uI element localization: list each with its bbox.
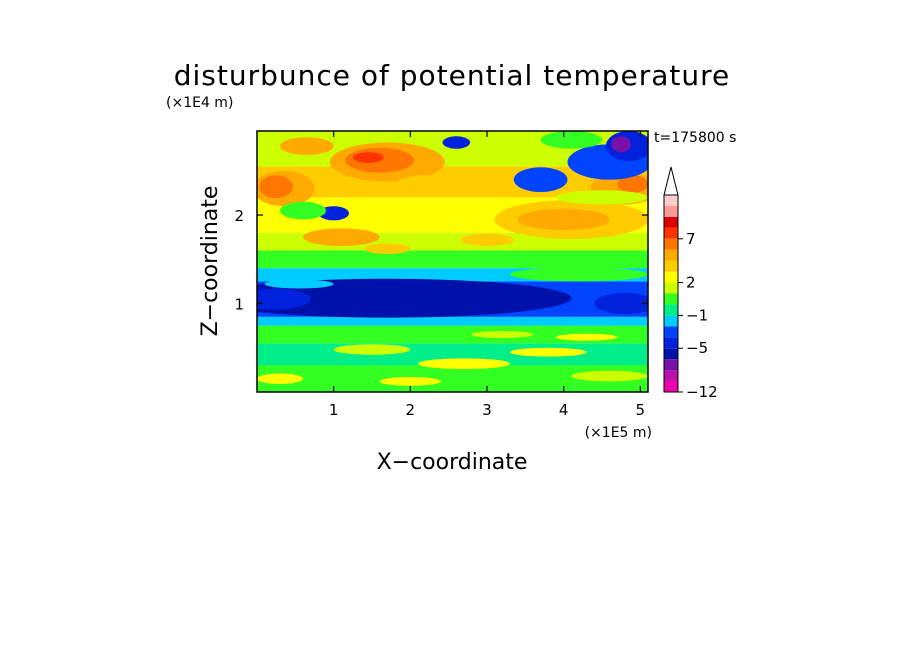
- y-tick-label: 1: [234, 296, 244, 314]
- colorbar-frame: [663, 194, 679, 393]
- y-axis-ticks: 12: [234, 207, 648, 314]
- contour-region-29: [442, 136, 471, 149]
- plot-frame: [256, 130, 649, 393]
- contour-region-23: [280, 137, 334, 155]
- colorbar-box-3: [664, 348, 678, 360]
- contour-region-30: [280, 201, 326, 220]
- contour-field: [257, 131, 648, 392]
- colorbar-extend-arrow: [663, 166, 679, 196]
- contour-band-3: [257, 316, 648, 326]
- contour-region-27: [611, 136, 632, 153]
- contour-region-22: [617, 175, 648, 193]
- contour-region-8: [571, 370, 648, 382]
- contour-region-0: [257, 278, 572, 318]
- contour-region-3: [264, 279, 334, 289]
- colorbar-tick-label: −1: [686, 306, 708, 324]
- colorbar-box-15: [664, 216, 678, 228]
- colorbar-box-6: [664, 315, 678, 327]
- contour-region-32: [460, 233, 514, 247]
- contour-region-2: [594, 292, 648, 315]
- contour-region-20: [517, 208, 610, 231]
- x-axis-unit: (×1E5 m): [585, 425, 652, 441]
- x-axis-ticks: 1 2 3 4 5: [329, 131, 645, 419]
- colorbar-box-10: [664, 271, 678, 283]
- x-tick-label: 3: [482, 401, 492, 419]
- colorbar-box-11: [664, 260, 678, 272]
- x-tick-label: 4: [559, 401, 569, 419]
- contour-region-6: [509, 347, 587, 357]
- contour-region-11: [471, 330, 533, 339]
- colorbar-box-14: [664, 227, 678, 239]
- contour-region-31: [556, 190, 648, 205]
- contour-region-14: [259, 175, 294, 199]
- colorbar: −12−5−127: [663, 166, 718, 401]
- colorbar-box-8: [664, 293, 678, 305]
- colorbar-tick-label: 7: [686, 230, 696, 248]
- colorbar-box-1: [664, 370, 678, 382]
- colorbar-box-4: [664, 337, 678, 349]
- colorbar-tick-label: −5: [686, 339, 708, 357]
- colorbar-box-13: [664, 238, 678, 250]
- contour-region-28: [318, 206, 349, 221]
- colorbar-box-7: [664, 304, 678, 316]
- x-tick-label: 2: [406, 401, 416, 419]
- contour-band-2: [257, 325, 648, 344]
- contour-region-9: [257, 373, 303, 385]
- contour-region-5: [418, 358, 510, 369]
- x-tick-label: 5: [636, 401, 646, 419]
- contour-region-18: [303, 228, 380, 247]
- contour-region-12: [556, 333, 618, 341]
- colorbar-box-9: [664, 282, 678, 294]
- contour-region-24: [513, 167, 568, 193]
- contour-region-7: [333, 344, 411, 355]
- colorbar-tick-label: −12: [686, 383, 718, 401]
- contour-region-34: [540, 131, 602, 149]
- y-tick-label: 2: [234, 207, 244, 225]
- colorbar-box-5: [664, 326, 678, 338]
- colorbar-box-17: [664, 195, 678, 206]
- x-axis-label: X−coordinate: [377, 450, 528, 475]
- contour-region-17: [352, 152, 384, 163]
- time-label: t=175800 s: [654, 130, 736, 146]
- contour-region-10: [379, 376, 442, 386]
- contour-band-6: [257, 250, 648, 269]
- colorbar-box-16: [664, 205, 678, 217]
- contour-region-33: [364, 243, 411, 254]
- colorbar-box-12: [664, 249, 678, 261]
- colorbar-box-0: [664, 381, 678, 392]
- y-axis-label: Z−coordinate: [198, 186, 223, 337]
- x-tick-label: 1: [329, 401, 339, 419]
- contour-region-35: [395, 175, 457, 193]
- chart-title: disturbunce of potential temperature: [174, 59, 731, 92]
- colorbar-box-2: [664, 359, 678, 371]
- y-axis-unit: (×1E4 m): [166, 95, 233, 111]
- colorbar-tick-label: 2: [686, 274, 696, 292]
- contour-region-1: [257, 288, 311, 310]
- contour-region-4: [510, 267, 648, 282]
